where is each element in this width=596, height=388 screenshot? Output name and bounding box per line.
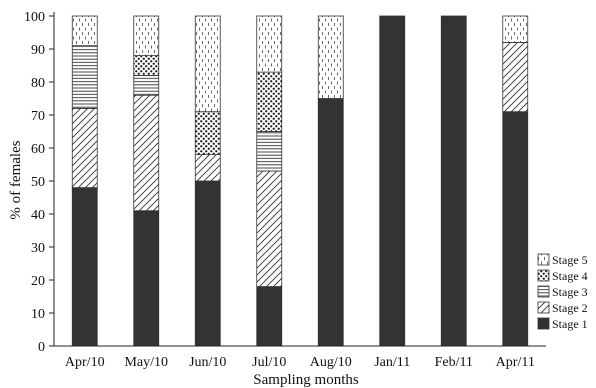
bar-segment-stage-1 xyxy=(502,111,529,347)
legend: Stage 5 Stage 4 Stage 3 Stage 2 Stage 1 xyxy=(537,253,588,331)
bar-segment-stage-1 xyxy=(133,210,160,347)
bar-segment-stage-1 xyxy=(440,15,467,347)
y-tick-label: 60 xyxy=(31,142,45,157)
bar-segment-stage-3 xyxy=(71,45,98,109)
bar-segment-stage-2 xyxy=(194,154,221,182)
bar-segment-stage-1 xyxy=(194,180,221,347)
y-tick-label: 50 xyxy=(31,175,45,190)
y-tick-label: 80 xyxy=(31,76,45,91)
legend-swatch xyxy=(537,285,550,298)
bar-segment-stage-5 xyxy=(502,15,529,43)
legend-swatch xyxy=(537,317,550,330)
bar-segment-stage-4 xyxy=(133,55,160,76)
bar-segment-stage-5 xyxy=(317,15,344,99)
y-tick-label: 100 xyxy=(24,10,45,25)
y-tick-label: 30 xyxy=(31,241,45,256)
bar-segment-stage-5 xyxy=(133,15,160,56)
axes-layer xyxy=(53,12,546,347)
bar-segment-stage-4 xyxy=(194,111,221,155)
x-tick-label: Jan/11 xyxy=(374,355,410,370)
y-tick-label: 70 xyxy=(31,109,45,124)
legend-label: Stage 1 xyxy=(552,317,588,331)
bar-segment-stage-5 xyxy=(194,15,221,113)
bar-segment-stage-2 xyxy=(502,42,529,113)
bar-segment-stage-5 xyxy=(71,15,98,47)
y-tick-labels: 0 10 20 30 40 50 60 70 80 90 100 xyxy=(24,10,54,355)
x-tick-label: Aug/10 xyxy=(310,355,352,370)
y-tick-label: 10 xyxy=(31,307,45,322)
bar-segment-stage-1 xyxy=(317,98,344,347)
x-tick-label: Jun/10 xyxy=(189,355,226,370)
y-tick-label: 90 xyxy=(31,43,45,58)
bar-segment-stage-1 xyxy=(256,286,283,347)
bar-segment-stage-1 xyxy=(71,187,98,347)
legend-swatch xyxy=(537,269,550,282)
x-axis-title: Sampling months xyxy=(253,372,359,388)
bar-segment-stage-4 xyxy=(256,71,283,132)
legend-label: Stage 2 xyxy=(552,301,588,315)
bars-layer xyxy=(71,15,529,347)
x-tick-labels: Apr/10 May/10 Jun/10 Jul/10 Aug/10 Jan/11 Feb/… xyxy=(65,355,535,370)
y-tick-label: 0 xyxy=(38,340,45,355)
legend-label: Stage 5 xyxy=(552,253,588,267)
x-tick-label: Apr/10 xyxy=(65,355,105,370)
legend-swatch xyxy=(537,253,550,266)
x-tick-label: Jul/10 xyxy=(252,355,286,370)
legend-swatch xyxy=(537,301,550,314)
bar-segment-stage-3 xyxy=(256,131,283,172)
y-axis-title: % of females xyxy=(8,140,24,219)
x-tick-label: May/10 xyxy=(124,355,168,370)
x-tick-label: Feb/11 xyxy=(435,355,473,370)
legend-label: Stage 3 xyxy=(552,285,588,299)
bar-segment-stage-5 xyxy=(256,15,283,73)
bar-segment-stage-2 xyxy=(133,94,160,212)
x-tick-label: Apr/11 xyxy=(496,355,535,370)
bar-segment-stage-2 xyxy=(71,108,98,188)
y-tick-label: 20 xyxy=(31,274,45,289)
legend-label: Stage 4 xyxy=(552,269,588,283)
bar-segment-stage-3 xyxy=(133,75,160,96)
bar-segment-stage-2 xyxy=(256,170,283,288)
y-tick-label: 40 xyxy=(31,208,45,223)
bar-segment-stage-1 xyxy=(379,15,406,347)
